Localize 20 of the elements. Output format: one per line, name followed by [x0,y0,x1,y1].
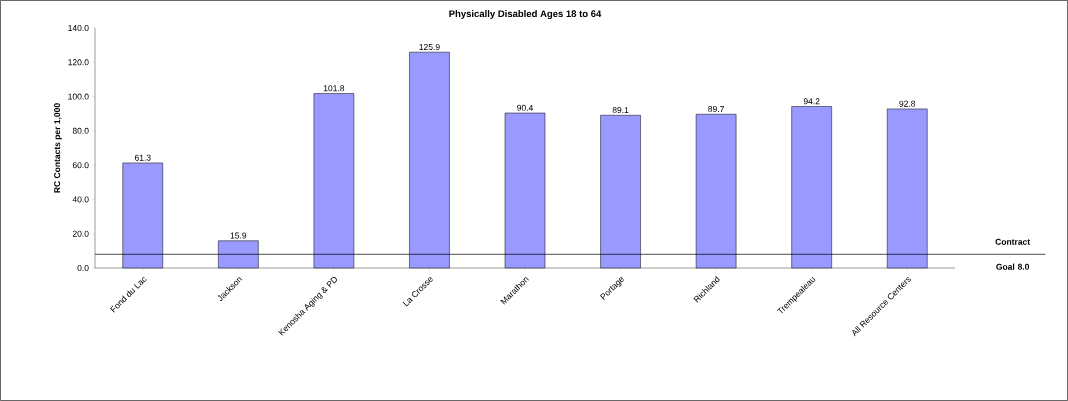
data-label: 15.9 [230,232,247,239]
y-axis-title: RC Contacts per 1,000 [54,103,62,193]
data-label: 92.8 [899,100,916,107]
data-label: 101.8 [323,85,345,92]
y-tick-label: 80.0 [72,127,89,134]
y-tick-label: 20.0 [72,230,89,237]
data-label: 61.3 [134,154,151,161]
y-tick-label: 60.0 [72,162,89,169]
y-tick-label: 140.0 [68,24,89,31]
y-tick-label: 40.0 [72,196,89,203]
data-label: 89.1 [612,107,629,114]
y-tick-label: 0.0 [77,264,89,271]
data-label: 90.4 [517,104,534,111]
chart-title: Physically Disabled Ages 18 to 64 [449,10,602,19]
y-tick-label: 120.0 [68,59,89,66]
data-label: 89.7 [708,106,724,113]
text: Contract Goal 8.0 [995,238,1031,270]
y-tick-label: 100.0 [68,93,89,100]
data-label: 94.2 [803,98,820,105]
data-label: 125.9 [419,43,440,50]
